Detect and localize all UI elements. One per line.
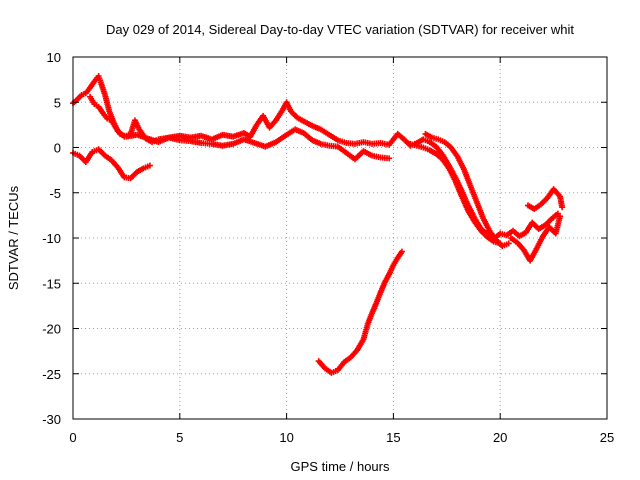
data-points — [70, 73, 566, 376]
x-tick-label: 0 — [69, 430, 76, 445]
data-point — [146, 162, 153, 169]
axis-ticks: 0 5 10 15 20 25 -30 -25 -20 -15 -10 -5 0 5 10 — [42, 50, 614, 445]
chart-title: Day 029 of 2014, Sidereal Day-to-day VTE… — [106, 22, 574, 37]
x-axis-label: GPS time / hours — [291, 459, 390, 474]
data-point — [398, 248, 405, 255]
x-tick-label: 25 — [600, 430, 614, 445]
grid — [73, 57, 607, 419]
x-tick-label: 15 — [386, 430, 400, 445]
x-tick-label: 10 — [279, 430, 293, 445]
data-point — [386, 155, 393, 162]
data-point — [505, 240, 512, 247]
y-tick-label: 0 — [54, 141, 61, 156]
data-point — [559, 204, 566, 211]
y-tick-label: -5 — [49, 186, 61, 201]
y-tick-label: 5 — [54, 95, 61, 110]
y-tick-label: -10 — [42, 231, 61, 246]
y-tick-label: 10 — [47, 50, 61, 65]
x-tick-label: 5 — [176, 430, 183, 445]
x-tick-label: 20 — [493, 430, 507, 445]
y-tick-label: -30 — [42, 412, 61, 427]
y-tick-label: -15 — [42, 276, 61, 291]
y-tick-label: -20 — [42, 322, 61, 337]
y-tick-label: -25 — [42, 367, 61, 382]
y-axis-label: SDTVAR / TECUs — [6, 185, 21, 290]
data-point — [557, 213, 564, 220]
